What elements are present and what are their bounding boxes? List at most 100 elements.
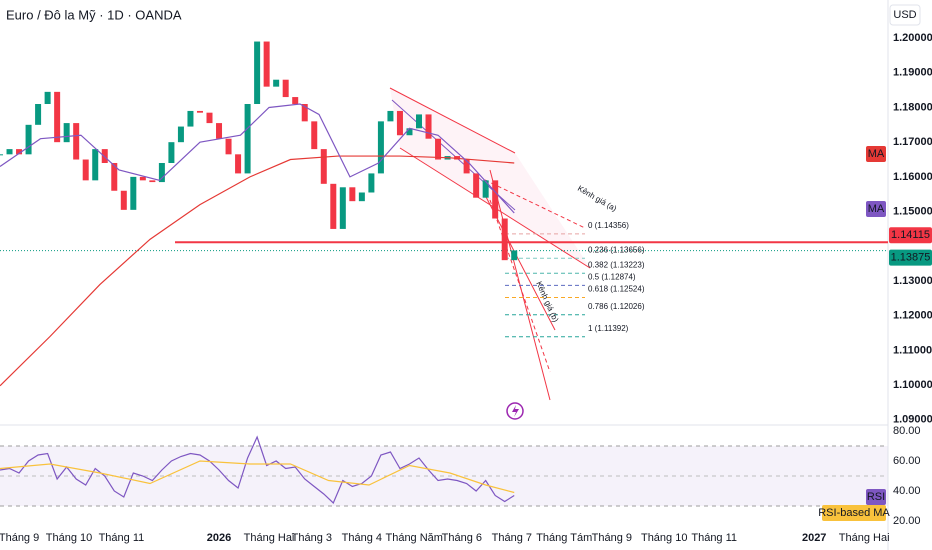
candle xyxy=(120,190,127,210)
y-tick-label: 20.00 xyxy=(893,515,921,527)
candle xyxy=(358,192,365,202)
candle xyxy=(25,124,32,155)
candle xyxy=(187,110,194,127)
symbol-title: Euro / Đô la Mỹ · 1D · OANDA xyxy=(6,7,182,22)
y-tick-label: 1.12000 xyxy=(893,310,932,322)
series-line xyxy=(0,103,515,214)
candle xyxy=(339,187,346,229)
channel-line xyxy=(389,87,516,154)
candle xyxy=(16,149,23,155)
candle xyxy=(311,121,318,150)
channel-fill xyxy=(390,88,590,268)
currency-box[interactable] xyxy=(889,4,921,26)
x-tick-label: Tháng Năm xyxy=(385,532,442,544)
candle xyxy=(168,142,175,163)
x-tick-label: Tháng 7 xyxy=(492,532,532,544)
candle xyxy=(82,159,89,181)
axis-tag-text: RSI-based MA xyxy=(818,507,890,519)
candle xyxy=(0,154,3,156)
candle xyxy=(320,149,327,184)
candle xyxy=(406,128,413,136)
candle xyxy=(206,112,213,124)
candle xyxy=(368,173,375,193)
candle xyxy=(263,41,270,87)
candle xyxy=(301,104,308,122)
axis-tag-text: 1.13875 xyxy=(891,252,931,264)
y-tick-label: 1.11000 xyxy=(893,344,932,356)
fib-label: 0.5 (1.12874) xyxy=(588,272,636,281)
candle xyxy=(35,104,42,125)
candle xyxy=(111,162,118,191)
x-tick-label: Tháng 9 xyxy=(592,532,632,544)
candle xyxy=(396,110,403,136)
candle xyxy=(244,104,251,174)
candle xyxy=(254,41,261,105)
x-tick-label: Tháng 9 xyxy=(0,532,39,544)
candle xyxy=(292,97,299,105)
x-tick-label: 2026 xyxy=(207,532,231,544)
x-tick-label: Tháng 3 xyxy=(292,532,332,544)
event-icon-bolt xyxy=(512,405,519,417)
y-tick-label: 1.16000 xyxy=(893,171,932,183)
y-tick-label: 1.20000 xyxy=(893,32,932,44)
axis-tag xyxy=(889,227,932,244)
y-tick-label: 1.09000 xyxy=(893,414,932,426)
x-tick-label: Tháng Hai xyxy=(839,532,890,544)
axis-tag xyxy=(866,146,886,162)
x-tick-label: Tháng Hai xyxy=(244,532,295,544)
y-tick-label: 1.18000 xyxy=(893,101,932,113)
candle xyxy=(282,79,289,98)
axis-tag xyxy=(889,249,932,266)
axis-tag xyxy=(822,505,886,521)
channel-label: Kênh giá (a) xyxy=(576,184,619,214)
candle xyxy=(492,180,499,219)
candle xyxy=(273,79,280,87)
x-tick-label: 2027 xyxy=(802,532,826,544)
y-tick-label: 40.00 xyxy=(893,485,921,497)
fib-label: 1 (1.11392) xyxy=(588,324,629,333)
axis-tag-text: MA xyxy=(868,148,885,160)
y-tick-label: 1.10000 xyxy=(893,379,932,391)
series-line xyxy=(0,435,515,505)
candle xyxy=(435,138,442,160)
candle xyxy=(130,176,137,210)
axis-tag xyxy=(866,489,886,505)
candle xyxy=(235,154,242,174)
x-tick-label: Tháng 11 xyxy=(99,532,145,544)
y-tick-label: 1.15000 xyxy=(893,205,932,217)
fib-label: 0.236 (1.13656) xyxy=(588,245,645,254)
y-tick-label: 80.00 xyxy=(893,425,921,437)
candle xyxy=(225,138,232,155)
y-tick-label: 1.13000 xyxy=(893,275,932,287)
axis-tag-text: RSI xyxy=(867,491,885,503)
candle xyxy=(6,149,13,155)
event-icon[interactable] xyxy=(506,402,524,420)
candle xyxy=(149,180,156,183)
x-tick-label: Tháng 10 xyxy=(46,532,92,544)
x-tick-label: Tháng 11 xyxy=(691,532,737,544)
axis-tag xyxy=(866,201,886,217)
candle xyxy=(377,121,384,174)
axis-tag-text: 1.14115 xyxy=(891,229,930,241)
fib-label: 0 (1.14356) xyxy=(588,221,629,230)
candle xyxy=(473,173,480,198)
candle xyxy=(54,91,61,143)
candle xyxy=(92,149,99,181)
y-tick-label: 60.00 xyxy=(893,455,921,467)
fib-label: 0.618 (1.12524) xyxy=(588,285,645,294)
y-tick-label: 1.19000 xyxy=(893,67,932,79)
candle xyxy=(158,162,165,183)
channel-label: Kênh giá (b) xyxy=(534,280,560,324)
channel-line xyxy=(489,199,551,373)
candle xyxy=(482,180,489,198)
candle xyxy=(330,183,337,229)
x-tick-label: Tháng 10 xyxy=(641,532,687,544)
candle xyxy=(73,123,80,160)
series-line xyxy=(0,460,515,494)
candle xyxy=(387,110,394,122)
candle xyxy=(511,250,518,261)
candle xyxy=(501,218,508,261)
candle xyxy=(216,123,223,139)
candle xyxy=(196,110,203,113)
